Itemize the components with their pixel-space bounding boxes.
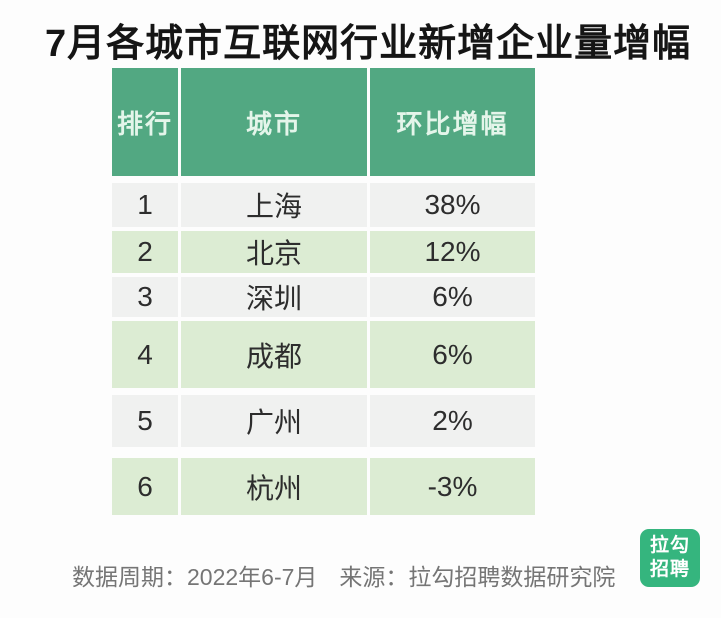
growth-cell: -3% bbox=[370, 458, 535, 515]
lagou-logo-line2: 招聘 bbox=[649, 559, 690, 580]
rank-cell: 4 bbox=[112, 321, 178, 388]
growth-cell: 12% bbox=[370, 231, 535, 273]
column-header-growth: 环比增幅 bbox=[370, 68, 535, 176]
city-cell: 上海 bbox=[181, 183, 367, 227]
page-title: 7月各城市互联网行业新增企业量增幅 bbox=[45, 23, 692, 65]
lagou-logo-line1: 拉勾 bbox=[649, 535, 690, 556]
city-cell: 北京 bbox=[181, 231, 367, 273]
city-cell: 杭州 bbox=[181, 458, 367, 515]
city-growth-table: 排行 城市 环比增幅 1 上海 38% 2 北京 12% 3 深圳 6% 4 成… bbox=[112, 68, 535, 515]
growth-cell: 6% bbox=[370, 321, 535, 388]
growth-cell: 2% bbox=[370, 395, 535, 447]
table-row: 2 北京 12% bbox=[112, 231, 535, 273]
city-cell: 深圳 bbox=[181, 277, 367, 317]
lagou-logo: 拉勾 招聘 bbox=[640, 529, 700, 587]
city-cell: 成都 bbox=[181, 321, 367, 388]
table-row: 3 深圳 6% bbox=[112, 277, 535, 317]
column-header-rank: 排行 bbox=[112, 68, 178, 176]
rank-cell: 6 bbox=[112, 458, 178, 515]
rank-cell: 2 bbox=[112, 231, 178, 273]
table-row: 6 杭州 -3% bbox=[112, 458, 535, 515]
data-period-label: 数据周期：2022年6-7月 bbox=[72, 564, 318, 590]
data-source-label: 来源：拉勾招聘数据研究院 bbox=[339, 564, 616, 590]
rank-cell: 1 bbox=[112, 183, 178, 227]
table-row: 1 上海 38% bbox=[112, 183, 535, 227]
rank-cell: 5 bbox=[112, 395, 178, 447]
growth-cell: 6% bbox=[370, 277, 535, 317]
table-row: 5 广州 2% bbox=[112, 395, 535, 447]
footer-source-line: 数据周期：2022年6-7月 来源：拉勾招聘数据研究院 bbox=[72, 558, 615, 592]
column-header-city: 城市 bbox=[181, 68, 367, 176]
table-row: 4 成都 6% bbox=[112, 321, 535, 388]
rank-cell: 3 bbox=[112, 277, 178, 317]
city-cell: 广州 bbox=[181, 395, 367, 447]
table-header-row: 排行 城市 环比增幅 bbox=[112, 68, 535, 176]
growth-cell: 38% bbox=[370, 183, 535, 227]
